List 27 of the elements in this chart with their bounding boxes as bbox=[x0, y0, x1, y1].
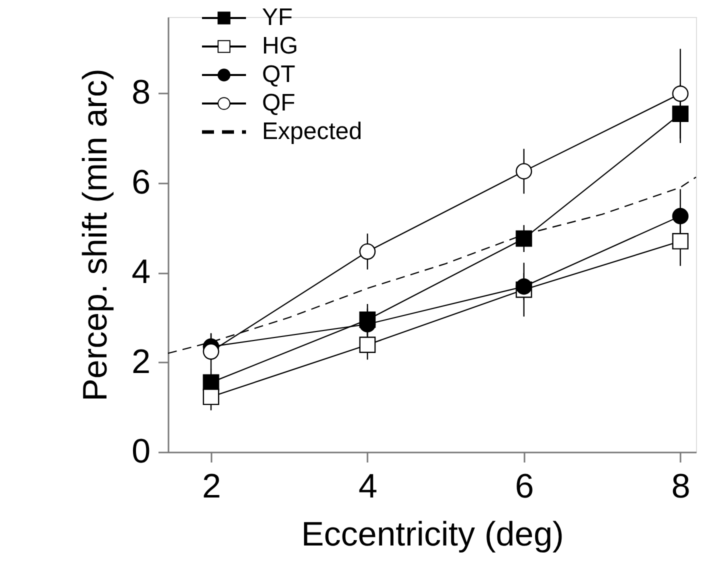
point bbox=[359, 336, 376, 354]
y-tick-label: 6 bbox=[132, 163, 150, 202]
point bbox=[359, 243, 376, 260]
x-tick-label: 8 bbox=[671, 468, 690, 506]
legend-label: QT bbox=[262, 61, 296, 88]
point bbox=[672, 106, 689, 122]
y-tick-label: 8 bbox=[132, 74, 150, 112]
point bbox=[672, 208, 689, 224]
y-tick-label: 4 bbox=[132, 253, 150, 292]
x-tick-label: 2 bbox=[202, 468, 221, 506]
point bbox=[516, 278, 532, 295]
point bbox=[516, 230, 532, 247]
point bbox=[672, 233, 689, 250]
x-tick-label: 4 bbox=[358, 468, 378, 506]
x-axis-title: Eccentricity (deg) bbox=[301, 516, 564, 554]
legend-label: YF bbox=[262, 4, 293, 31]
legend-label: Expected bbox=[262, 118, 362, 145]
point bbox=[516, 163, 532, 180]
legend-label: QF bbox=[262, 90, 296, 116]
x-tick-label: 6 bbox=[514, 468, 534, 506]
y-axis-title: Percep. shift (min arc) bbox=[76, 68, 115, 402]
point bbox=[202, 343, 220, 360]
y-tick-label: 2 bbox=[132, 342, 150, 381]
point bbox=[672, 86, 689, 102]
legend-label: HG bbox=[262, 32, 298, 60]
y-tick-label: 0 bbox=[132, 432, 150, 470]
point bbox=[202, 388, 220, 406]
